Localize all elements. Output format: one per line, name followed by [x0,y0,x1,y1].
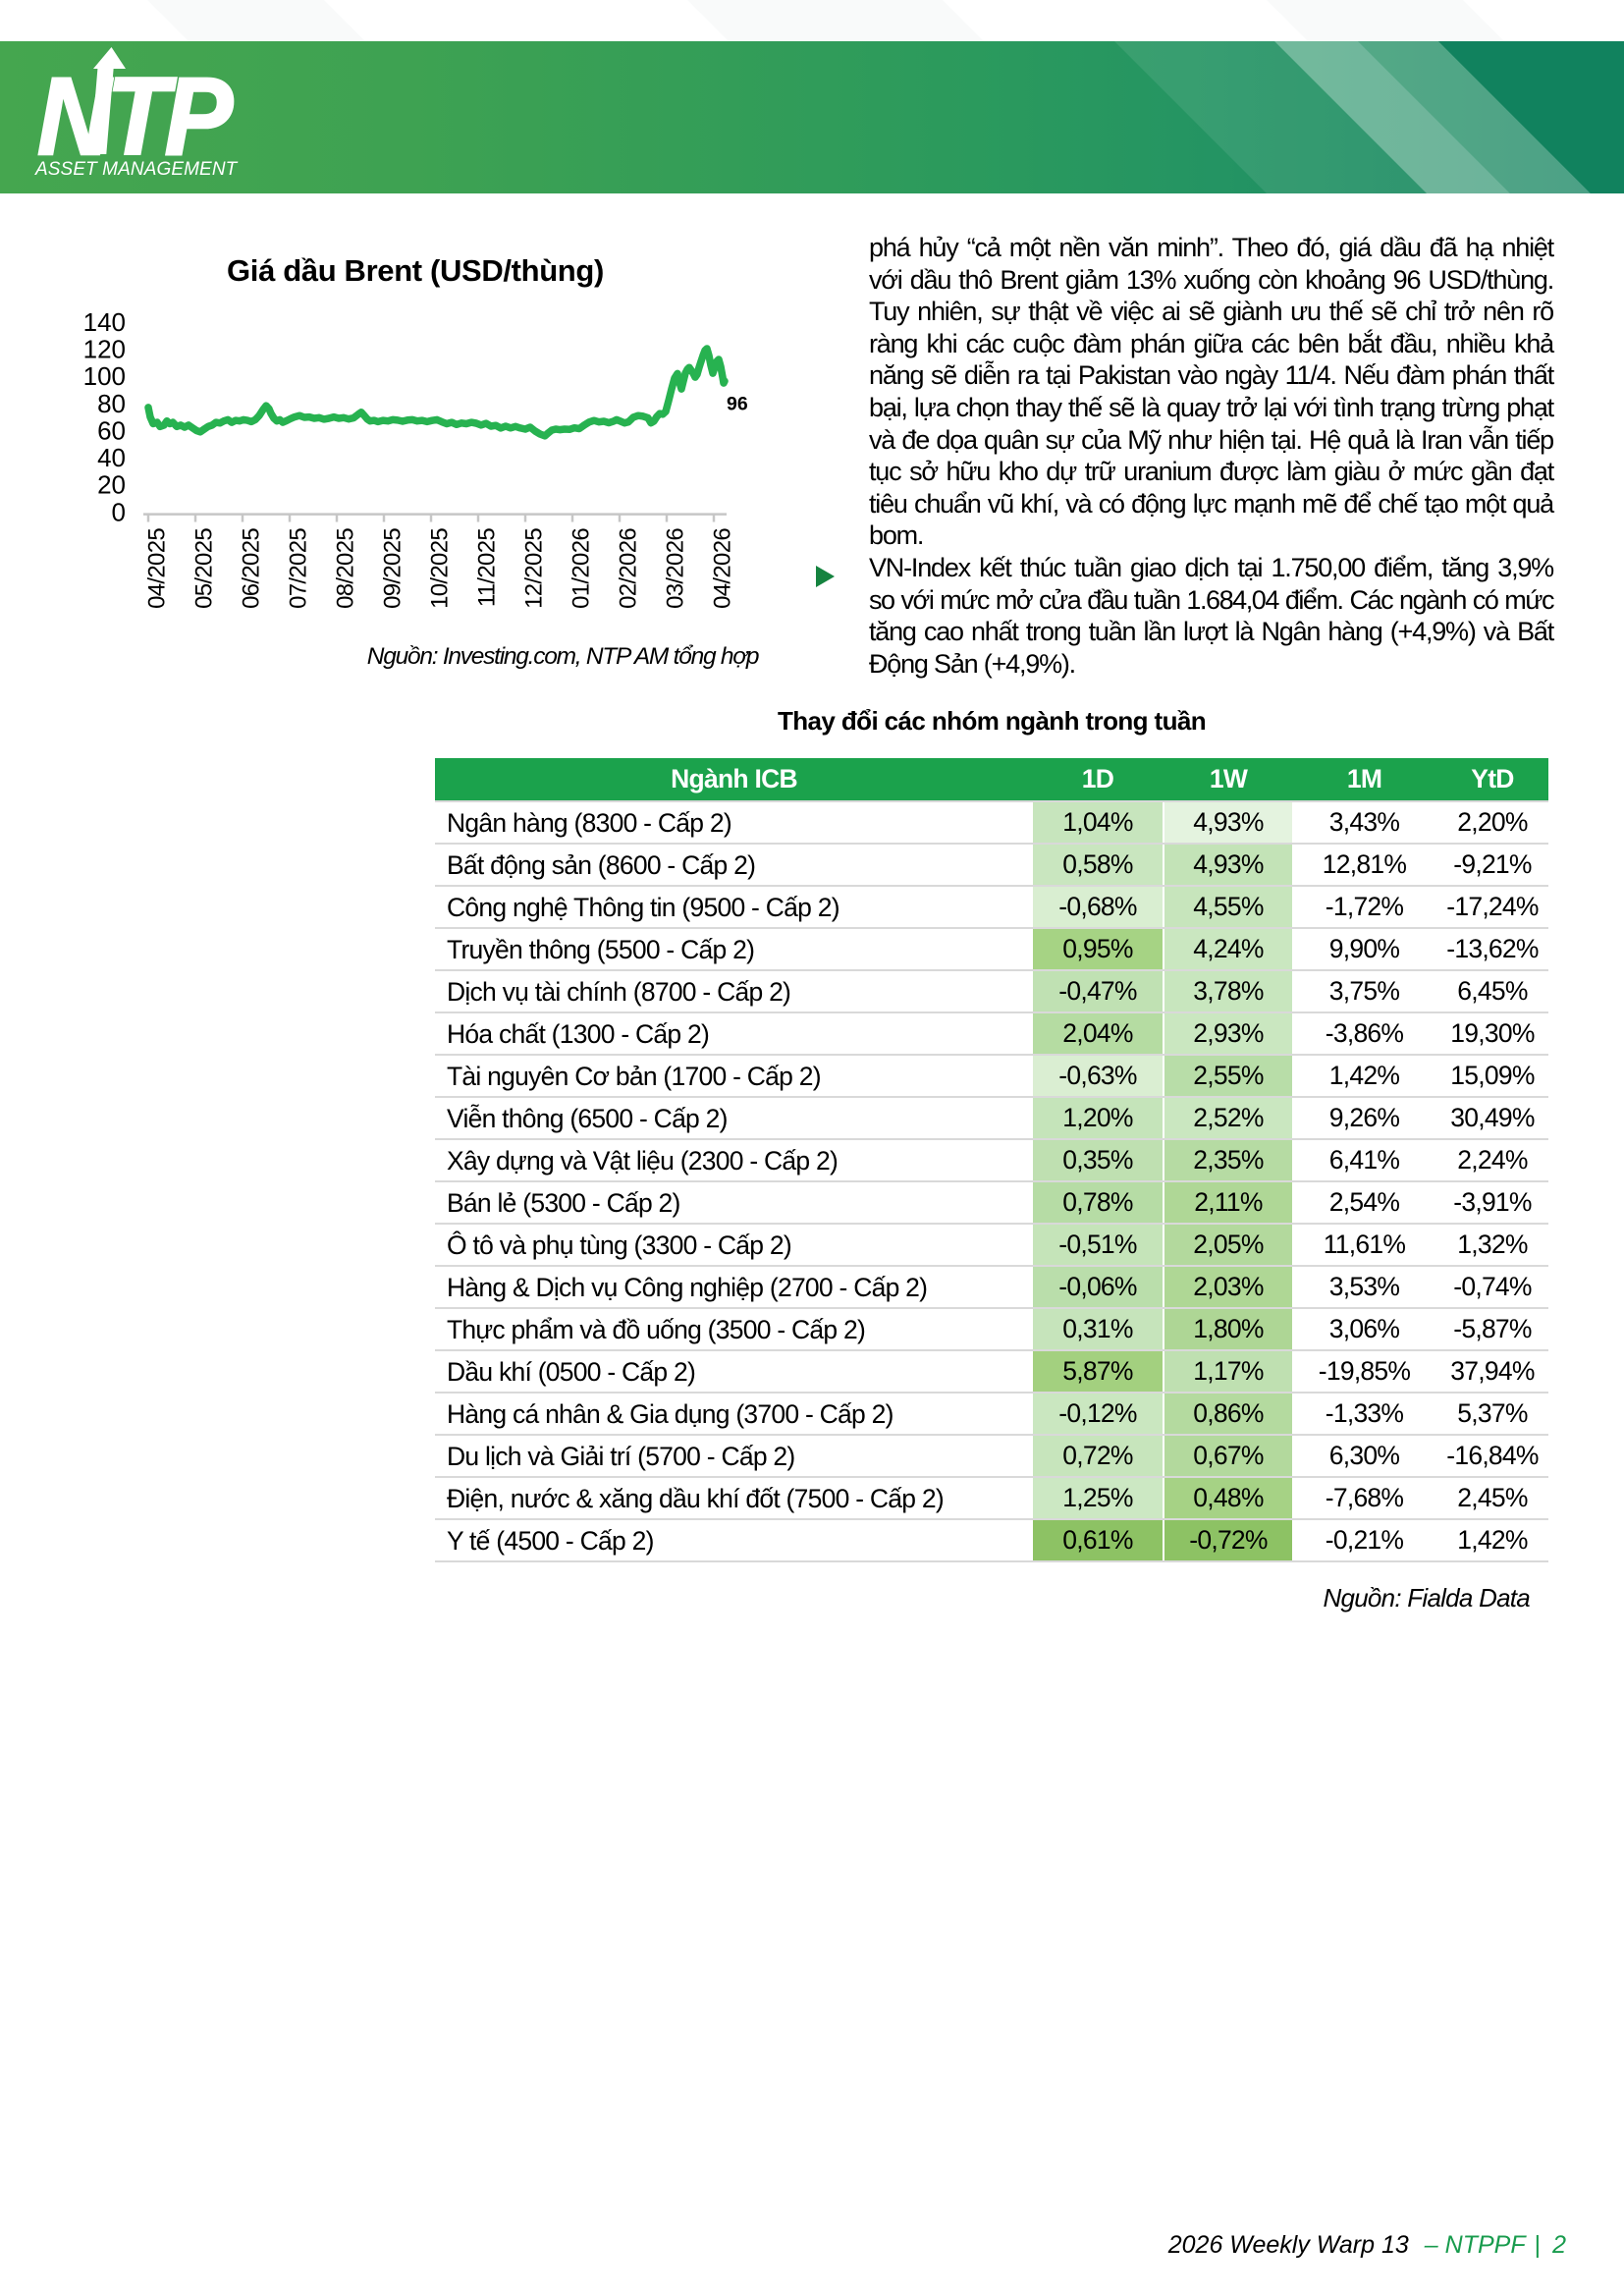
svg-text:12/2025: 12/2025 [521,528,548,609]
svg-text:100: 100 [83,361,126,391]
svg-text:05/2025: 05/2025 [191,528,218,609]
svg-text:120: 120 [83,335,126,364]
svg-text:96: 96 [727,394,748,415]
svg-text:11/2025: 11/2025 [474,528,501,607]
svg-text:140: 140 [83,307,126,337]
svg-text:10/2025: 10/2025 [427,528,454,609]
svg-text:06/2025: 06/2025 [239,528,265,609]
svg-text:60: 60 [97,415,126,445]
svg-text:01/2026: 01/2026 [568,528,595,609]
svg-text:04/2025: 04/2025 [144,528,171,609]
svg-text:02/2026: 02/2026 [616,528,642,609]
svg-text:07/2025: 07/2025 [286,528,312,609]
svg-text:04/2026: 04/2026 [710,528,736,609]
svg-text:40: 40 [97,443,126,472]
svg-text:80: 80 [97,389,126,418]
svg-text:20: 20 [97,470,126,500]
svg-text:03/2026: 03/2026 [663,528,689,609]
svg-text:09/2025: 09/2025 [380,528,406,609]
svg-text:08/2025: 08/2025 [333,528,359,609]
svg-text:0: 0 [112,497,126,526]
